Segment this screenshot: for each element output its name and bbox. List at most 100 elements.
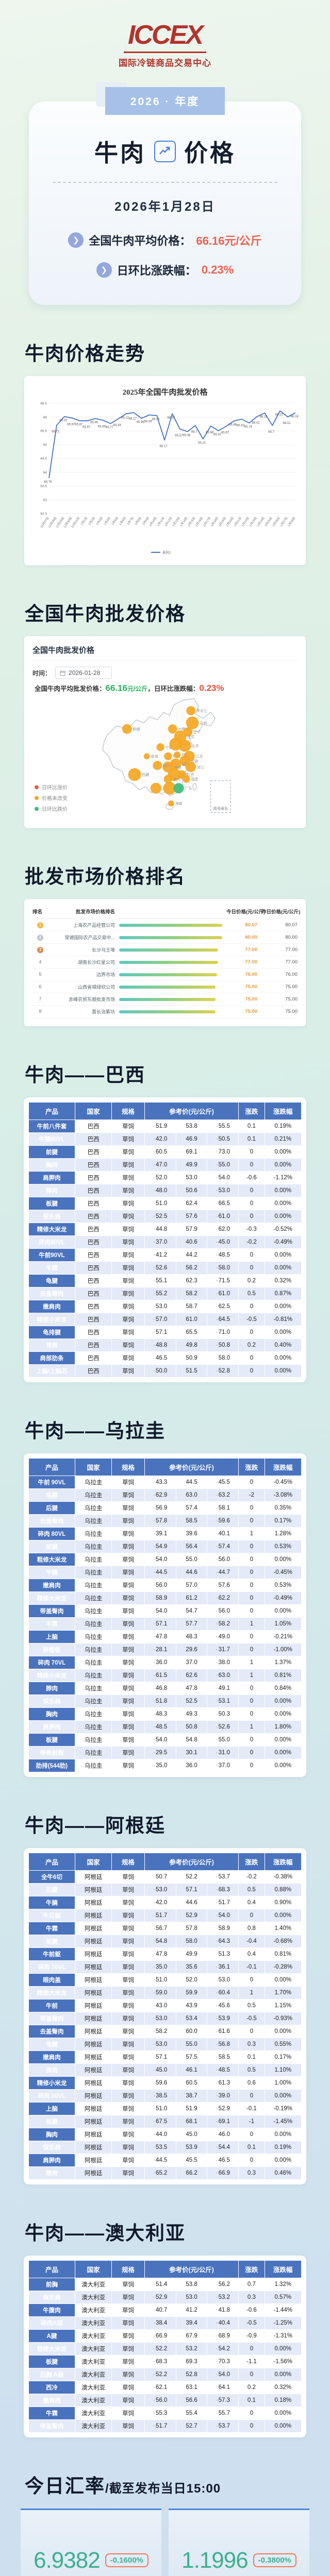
svg-text:重庆: 重庆 [174, 765, 182, 769]
table-cell: 54.8 [144, 1935, 176, 1948]
table-col-header: 涨跌 [238, 1102, 265, 1120]
table-cell: 62.3 [175, 1274, 208, 1287]
table-cell: 39.0 [207, 2089, 239, 2103]
market-name: 上海农产品经营公司 [73, 923, 115, 928]
table-cell: 65.5 [175, 1326, 208, 1339]
table-cell: 乌拉圭 [74, 1707, 112, 1721]
table-cell: 44.5 [175, 1476, 208, 1489]
table-cell: 55.0 [207, 1733, 239, 1747]
table-cell: -0.19% [264, 2102, 302, 2115]
table-cell: 碎肉80VL [28, 1235, 75, 1249]
yesterday-price: 76.00 [285, 972, 298, 977]
table-cell: 45.0 [144, 2063, 176, 2077]
table-row: 全牛6切阿根廷草饲50.752.253.7-0.2-0.38% [28, 1870, 302, 1884]
country-table-2: 产品国家规格参考价(元/公斤)涨跌涨跌幅全牛6切阿根廷草饲50.752.253.… [28, 1853, 302, 2180]
table-cell: 草饲 [111, 1313, 145, 1326]
table-cell: 上脑 [28, 2102, 75, 2115]
table-cell: 55.0 [175, 1553, 208, 1566]
table-cell: 53.7 [207, 2419, 239, 2433]
table-cell: 0.00% [264, 1300, 302, 1313]
table-col-header: 国家 [74, 1102, 112, 1120]
table-cell: 0 [238, 1630, 265, 1643]
map-card: 全国牛肉批发价格 时间： 2026-01-28 全国牛肉平均批发价格：66.16… [24, 636, 306, 828]
table-row: 去盖臀肉乌拉圭草饲57.858.559.600.17% [28, 1514, 302, 1528]
rank-badge: 2 [32, 934, 48, 941]
table-cell: -1.25% [264, 2316, 302, 2330]
market-name: 边界市场 [96, 972, 115, 977]
svg-text:新疆: 新疆 [133, 727, 140, 732]
table-cell: 54.0 [144, 1553, 176, 1566]
table-cell: 后腱 [28, 1883, 75, 1896]
table-cell: 52.8 [175, 2368, 208, 2381]
date-picker-input[interactable]: 2026-01-28 [55, 667, 112, 679]
table-cell: 56.6 [175, 2394, 208, 2407]
table-cell: 乌拉圭 [74, 1694, 112, 1708]
table-cell: 60.5 [144, 1145, 176, 1159]
table-cell: 56.0 [144, 2394, 176, 2407]
table-cell: 阿根廷 [74, 2141, 112, 2154]
chevron-circle-icon: ❯ [96, 262, 112, 278]
page-title: 牛肉 价格 [46, 134, 284, 168]
table-cell: 58.2 [175, 1287, 208, 1300]
table-cell: 草饲 [111, 2316, 145, 2330]
table-cell: 0.32% [264, 1274, 302, 1287]
trend-chart-icon [154, 141, 176, 162]
table-cell: 1 [238, 1617, 265, 1631]
table-cell: 草饲 [111, 2166, 145, 2180]
table-cell: 阿根廷 [74, 1947, 112, 1961]
fx-card-top: 6.9382 -0.1600% [34, 2548, 148, 2573]
table-cell: 肩胛肉 [28, 1171, 75, 1184]
table-cell: 草饲 [111, 2141, 145, 2154]
table-cell: 板腱 [28, 2355, 75, 2368]
logo-wordmark: ICCEX [128, 20, 204, 50]
map-card-title: 全国牛肉批发价格 [31, 642, 299, 660]
today-price: 76.00 [245, 972, 257, 977]
table-cell: 草饲 [111, 1694, 145, 1708]
table-cell: 54.0 [207, 1171, 239, 1184]
table-row: 肩胛肉阿根廷草饲44.545.546.500.00% [28, 2154, 302, 2167]
table-cell: 草饲 [111, 1566, 145, 1579]
table-row: 带盖臀肉澳大利亚草饲51.752.753.700.00% [28, 2419, 302, 2433]
table-row: 牛霖乌拉圭草饲57.157.758.211.05% [28, 1617, 302, 1631]
table-cell: 55.3 [144, 2406, 176, 2420]
svg-text:西藏: 西藏 [142, 772, 149, 777]
table-cell: 保乐肩 [28, 1694, 75, 1708]
table-cell: 嫩肩肉 [28, 2050, 75, 2064]
table-cell: 0 [238, 2154, 265, 2167]
table-cell: 碎肉A级 [28, 2316, 75, 2330]
table-cell: 0 [238, 1591, 265, 1605]
table-row: 前胸澳大利亚草饲51.453.856.20.71.32% [28, 2278, 302, 2291]
table-cell: 41.8 [207, 2303, 239, 2317]
svg-text:1月7日: 1月7日 [126, 516, 135, 526]
table-cell: 51.7 [144, 1909, 176, 1922]
svg-text:65.7: 65.7 [268, 431, 274, 434]
table-cell: 牛前 90VL [28, 1476, 75, 1489]
svg-text:64.5: 64.5 [40, 457, 47, 461]
svg-text:64: 64 [43, 471, 47, 474]
table-cell: 64.3 [207, 1935, 239, 1948]
table-cell: 0.18% [264, 2394, 302, 2407]
table-cell: 71.0 [207, 1326, 239, 1339]
table-cell: 巴西 [74, 1235, 112, 1249]
table-cell: 71.5 [207, 1274, 239, 1287]
china-map-svg: 南海诸岛新疆西藏青海宁夏内蒙古黑龙江吉林辽宁北京山西山东陕西河南江苏安徽湖北浙江… [102, 698, 231, 813]
table-col-header: 涨跌 [238, 1458, 265, 1476]
svg-text:65.5: 65.5 [40, 430, 47, 433]
table-cell: 草饲 [111, 1197, 145, 1210]
svg-text:1月9日: 1月9日 [142, 516, 150, 526]
table-cell: 草饲 [111, 2406, 145, 2420]
svg-text:65.96: 65.96 [137, 421, 145, 424]
table-cell: 46.9 [175, 1132, 208, 1146]
table-cell: 阿根廷 [74, 2154, 112, 2167]
svg-text:广东: 广东 [185, 786, 192, 791]
table-cell: 1.00% [264, 2076, 302, 2090]
table-row: 板腱巴西草饲51.062.466.500.00% [28, 1197, 302, 1210]
table-cell: 54.4 [207, 2141, 239, 2154]
table-cell: 45.6 [207, 1999, 239, 2012]
table-cell: 48.0 [144, 1184, 176, 1197]
table-cell: 0 [238, 2406, 265, 2420]
table-cell: 48.5 [207, 1248, 239, 1262]
table-row: 牛前 90VL乌拉圭草饲43.344.545.50-0.45% [28, 1476, 302, 1489]
table-cell: 精修大米龙 [28, 1591, 75, 1605]
svg-text:65.57: 65.57 [175, 434, 183, 437]
